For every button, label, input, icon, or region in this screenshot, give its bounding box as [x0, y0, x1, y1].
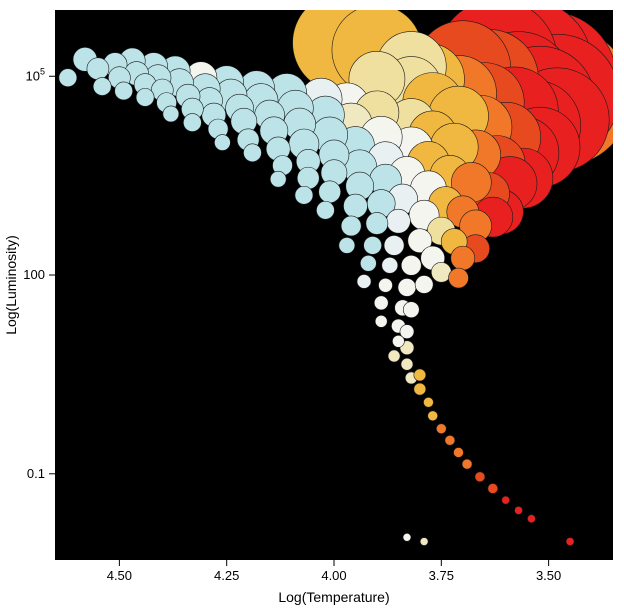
data-bubble — [364, 236, 382, 254]
data-bubble — [423, 397, 433, 407]
data-bubble — [360, 255, 376, 271]
data-bubble — [270, 171, 286, 187]
data-bubble — [384, 235, 404, 255]
x-tick-label: 4.50 — [107, 568, 132, 583]
data-bubble — [403, 533, 411, 541]
data-bubble — [527, 515, 535, 523]
data-bubble — [357, 274, 371, 288]
data-bubble — [448, 268, 468, 288]
data-bubble — [297, 167, 319, 189]
data-bubble — [214, 135, 230, 151]
data-bubble — [488, 483, 498, 493]
data-bubble — [87, 58, 109, 80]
data-bubble — [136, 88, 154, 106]
data-bubble — [451, 246, 475, 270]
data-bubble — [316, 201, 334, 219]
y-axis-label: Log(Luminosity) — [3, 235, 19, 335]
data-bubble — [341, 216, 361, 236]
data-bubble — [515, 506, 523, 514]
data-bubble — [566, 538, 574, 546]
y-tick-label: 0.1 — [27, 466, 45, 481]
data-bubble — [382, 257, 398, 273]
data-bubble — [428, 411, 438, 421]
x-tick-label: 4.25 — [214, 568, 239, 583]
data-bubble — [414, 369, 426, 381]
data-bubble — [403, 302, 419, 318]
data-bubble — [366, 212, 388, 234]
data-bubble — [436, 424, 446, 434]
x-axis-label: Log(Temperature) — [278, 589, 389, 605]
data-bubble — [243, 144, 261, 162]
data-bubble — [295, 186, 313, 204]
data-bubble — [343, 194, 367, 218]
data-bubble — [392, 335, 404, 347]
data-bubble — [398, 278, 416, 296]
data-bubble — [379, 278, 393, 292]
data-bubble — [462, 459, 472, 469]
x-tick-label: 4.00 — [321, 568, 346, 583]
data-bubble — [475, 472, 485, 482]
data-bubble — [453, 447, 463, 457]
y-tick-label: 100 — [23, 267, 45, 282]
data-bubble — [115, 82, 133, 100]
data-bubble — [401, 358, 413, 370]
data-bubble — [415, 275, 433, 293]
data-bubble — [339, 237, 355, 253]
data-bubble — [386, 209, 410, 233]
data-bubble — [388, 350, 400, 362]
data-bubble — [420, 538, 428, 546]
data-bubble — [502, 496, 510, 504]
x-tick-label: 3.50 — [536, 568, 561, 583]
data-bubble — [183, 114, 201, 132]
data-bubble — [93, 78, 111, 96]
data-bubble — [401, 255, 421, 275]
data-bubble — [374, 296, 388, 310]
y-tick-label: 105 — [26, 66, 45, 83]
data-bubble — [445, 435, 455, 445]
chart-svg: 4.50 4.25 4.00 3.75 3.50 0.1 100 105 Log(Tempera… — [0, 0, 624, 615]
hr-diagram-chart: 4.50 4.25 4.00 3.75 3.50 0.1 100 105 Log(Tempera… — [0, 0, 624, 615]
data-bubble — [319, 181, 341, 203]
data-bubble — [375, 315, 387, 327]
x-tick-label: 3.75 — [429, 568, 454, 583]
data-bubble — [59, 69, 77, 87]
data-bubble — [414, 383, 426, 395]
data-bubble — [163, 106, 179, 122]
